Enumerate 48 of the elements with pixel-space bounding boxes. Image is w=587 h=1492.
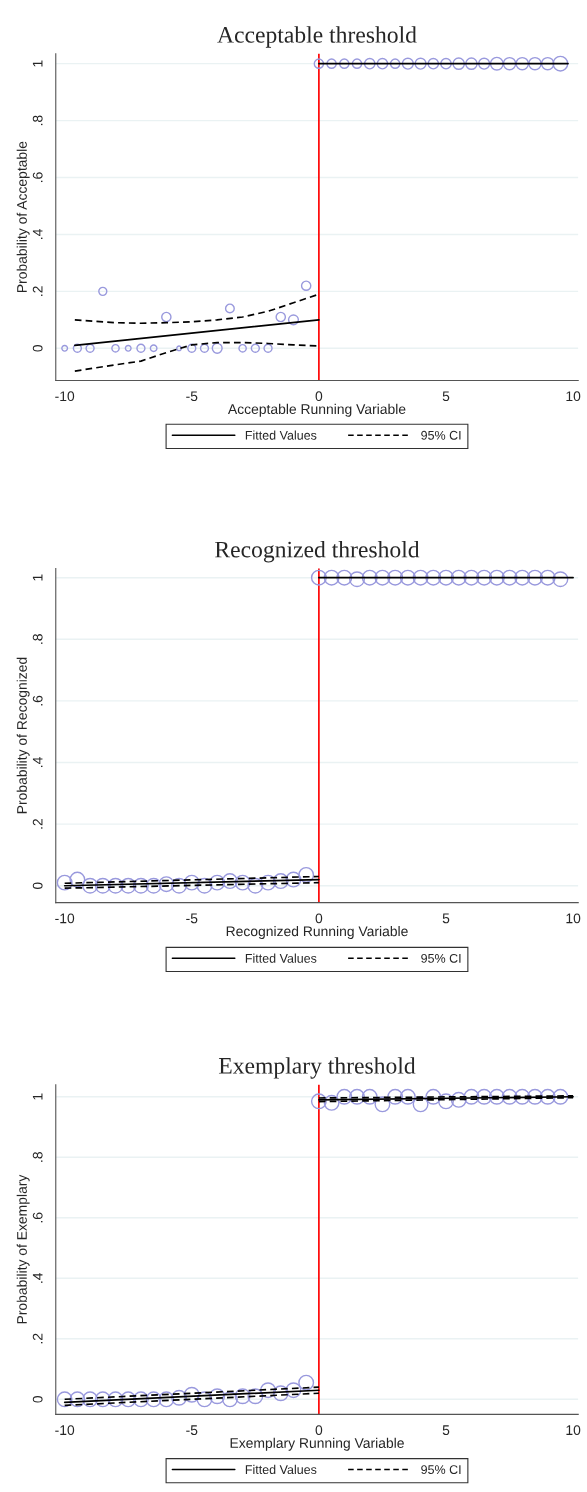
x-tick-label: -10 [55,913,75,924]
y-tick-label: 0 [32,344,43,352]
y-axis-title: Probability of Recognized [16,657,30,814]
legend-label: 95% CI [421,1465,461,1475]
y-tick-label: .4 [32,757,43,768]
legend-label: Fitted Values [245,430,317,440]
y-tick-label: 1 [32,574,43,581]
x-tick-label: 10 [566,1425,581,1436]
y-tick-label: .6 [32,1212,43,1223]
y-tick-label: .6 [32,172,43,183]
x-tick-label: 0 [315,391,323,402]
x-tick-label: -10 [55,391,75,402]
x-tick-label: -5 [186,391,198,402]
x-tick-label: -10 [55,1425,75,1436]
y-tick-label: 1 [32,1093,43,1100]
x-tick-label: 5 [442,391,450,402]
x-tick-label: 10 [566,913,581,924]
x-tick-label: 0 [315,913,323,924]
y-tick-label: .6 [32,695,43,706]
y-tick-label: .8 [32,634,43,644]
y-tick-label: 1 [32,60,43,67]
chart-title: Acceptable threshold [217,26,417,48]
y-tick-label: .4 [32,229,43,239]
x-tick-label: -5 [186,913,198,924]
y-tick-label: .8 [32,115,43,126]
legend-label: Fitted Values [245,953,317,963]
x-axis-title: Recognized Running Variable [226,926,408,939]
x-tick-label: 0 [315,1425,323,1436]
chart-title: Exemplary threshold [218,1057,416,1079]
legend-label: 95% CI [421,953,461,963]
x-tick-label: 5 [442,913,450,924]
y-tick-label: .2 [32,286,43,296]
legend-label: 95% CI [421,430,461,440]
y-tick-label: .2 [32,819,43,829]
y-tick-label: .4 [32,1272,43,1283]
x-tick-label: 10 [566,391,581,402]
x-tick-label: -5 [186,1425,198,1436]
y-tick-label: .8 [32,1152,43,1162]
y-axis-title: Probability of Acceptable [16,141,30,292]
y-tick-label: 0 [32,882,43,890]
legend-label: Fitted Values [245,1464,317,1475]
y-tick-label: 0 [32,1395,43,1403]
x-tick-label: 5 [442,1425,450,1436]
x-axis-title: Acceptable Running Variable [227,403,406,417]
y-axis-title: Probability of Exemplary [16,1174,30,1324]
y-tick-label: .2 [32,1333,43,1344]
x-axis-title: Exemplary Running Variable [230,1437,404,1451]
chart-title: Recognized threshold [215,540,420,563]
